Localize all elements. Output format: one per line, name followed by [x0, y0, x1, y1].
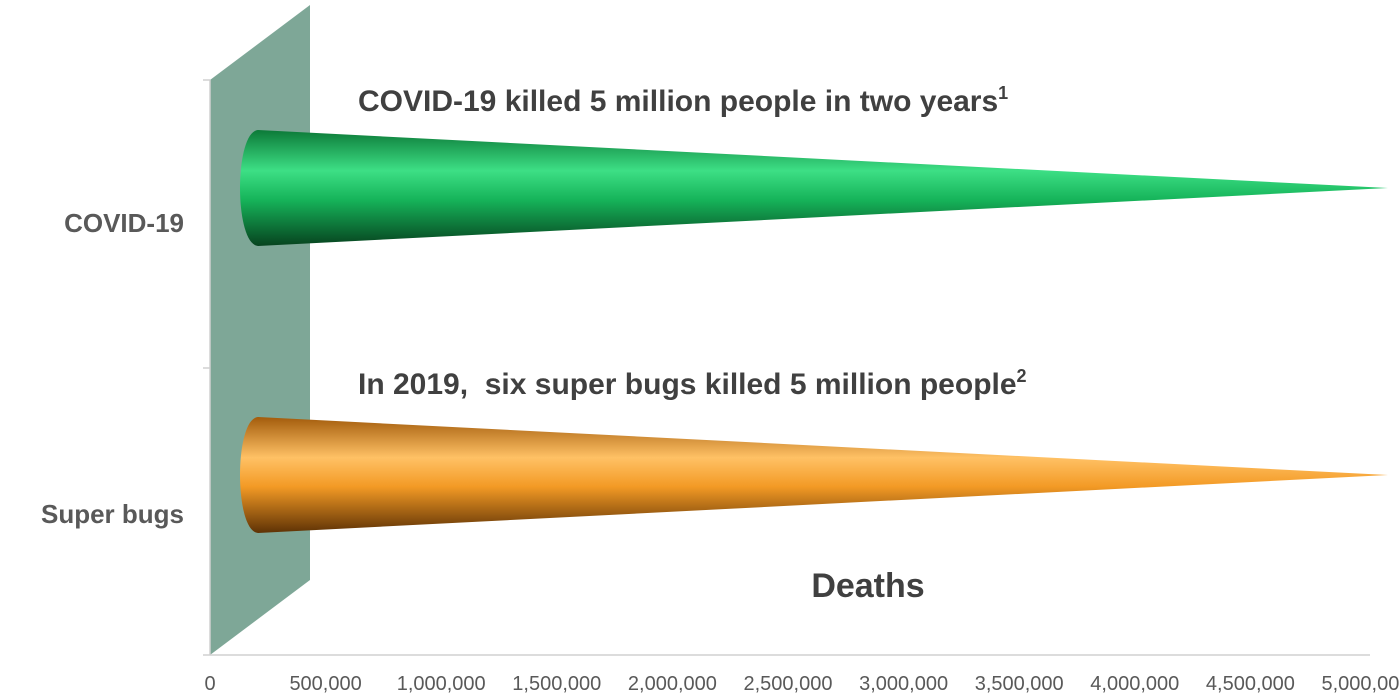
bar-covid-19: [240, 130, 1388, 246]
annotation-superbugs: In 2019, six super bugs killed 5 million…: [358, 366, 1027, 401]
annotation-superbugs-superscript: 2: [1017, 366, 1027, 386]
annotation-covid-superscript: 1: [998, 83, 1008, 103]
category-label-superbugs: Super bugs: [41, 499, 184, 529]
x-tick-label: 500,000: [289, 673, 361, 695]
annotation-covid: COVID-19 killed 5 million people in two …: [358, 83, 1008, 118]
x-tick-label: 5,000,000: [1322, 673, 1400, 695]
x-tick-label: 3,000,000: [859, 673, 948, 695]
x-tick-label: 1,000,000: [397, 673, 486, 695]
x-tick-label: 4,000,000: [1090, 673, 1179, 695]
x-tick-label: 0: [204, 673, 215, 695]
x-tick-label: 3,500,000: [975, 673, 1064, 695]
x-tick-label: 1,500,000: [512, 673, 601, 695]
x-tick-label: 2,000,000: [628, 673, 717, 695]
back-wall: [210, 5, 310, 655]
x-tick-label: 4,500,000: [1206, 673, 1295, 695]
x-axis-title: Deaths: [811, 567, 924, 605]
category-label-covid: COVID-19: [64, 208, 184, 238]
bar-super-bugs: [240, 417, 1388, 533]
x-tick-label: 2,500,000: [744, 673, 833, 695]
